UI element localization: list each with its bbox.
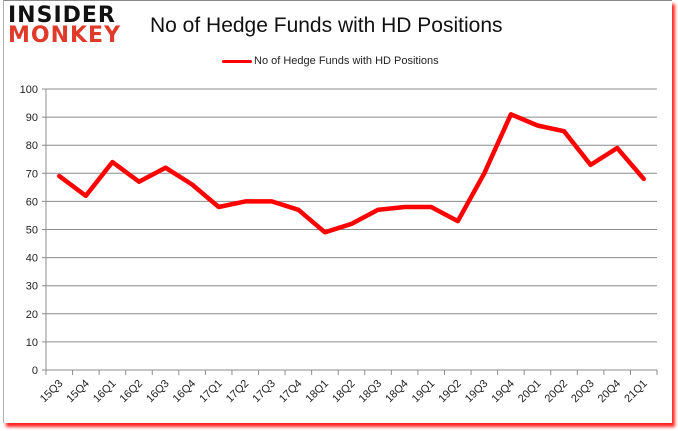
x-tick-label: 17Q4 (277, 378, 305, 406)
x-tick-label: 19Q2 (436, 378, 464, 406)
x-tick-label: 21Q1 (622, 378, 650, 406)
x-tick-label: 20Q1 (516, 378, 544, 406)
x-tick-label: 19Q1 (410, 378, 438, 406)
x-tick-label: 17Q2 (224, 378, 252, 406)
logo-line-2: MONKEY (8, 23, 122, 48)
y-tick-label: 10 (26, 337, 38, 349)
x-tick-label: 17Q3 (250, 378, 278, 406)
x-tick-label: 16Q4 (171, 378, 199, 406)
y-tick-label: 60 (26, 196, 38, 208)
x-tick-label: 17Q1 (197, 378, 225, 406)
x-axis (45, 89, 658, 375)
y-tick-label: 70 (26, 168, 38, 180)
x-tick-label: 16Q2 (118, 378, 146, 406)
x-tick-label: 18Q1 (304, 378, 332, 406)
chart-legend: No of Hedge Funds with HD Positions (222, 55, 439, 67)
y-tick-label: 0 (32, 365, 38, 377)
x-tick-label: 18Q2 (330, 378, 358, 406)
y-tick-label: 40 (26, 253, 38, 265)
series-line-hedge-funds (57, 112, 646, 235)
logo-line-1: INSIDER (8, 3, 116, 28)
x-axis-tick-labels: 15Q3 15Q4 16Q1 16Q2 16Q3 16Q4 17Q1 17Q2 17Q3 17Q4… (38, 378, 650, 406)
y-tick-label: 50 (26, 225, 38, 237)
x-tick-label: 20Q3 (569, 378, 597, 406)
x-tick-label: 20Q4 (596, 378, 624, 406)
insider-monkey-logo: INSIDER MONKEY (8, 3, 122, 48)
x-tick-label: 18Q4 (383, 378, 411, 406)
x-tick-label: 19Q4 (489, 378, 517, 406)
gridlines (42, 88, 657, 371)
x-tick-label: 15Q4 (64, 378, 92, 406)
y-tick-label: 30 (26, 281, 38, 293)
y-axis-tick-labels: 0 10 20 30 40 50 60 70 80 90 100 (20, 84, 38, 377)
x-tick-label: 19Q3 (463, 378, 491, 406)
x-tick-label: 16Q1 (91, 378, 119, 406)
x-tick-label: 15Q3 (38, 378, 66, 406)
y-tick-label: 20 (26, 309, 38, 321)
x-tick-label: 18Q3 (357, 378, 385, 406)
x-tick-label: 20Q2 (543, 378, 571, 406)
x-tick-label: 16Q3 (144, 378, 172, 406)
y-tick-label: 100 (20, 84, 38, 96)
chart-frame (3, 0, 672, 423)
y-tick-label: 90 (26, 112, 38, 124)
legend-line-swatch-icon (222, 59, 252, 63)
chart-title: No of Hedge Funds with HD Positions (150, 14, 503, 37)
legend-label: No of Hedge Funds with HD Positions (254, 55, 439, 67)
y-tick-label: 80 (26, 140, 38, 152)
